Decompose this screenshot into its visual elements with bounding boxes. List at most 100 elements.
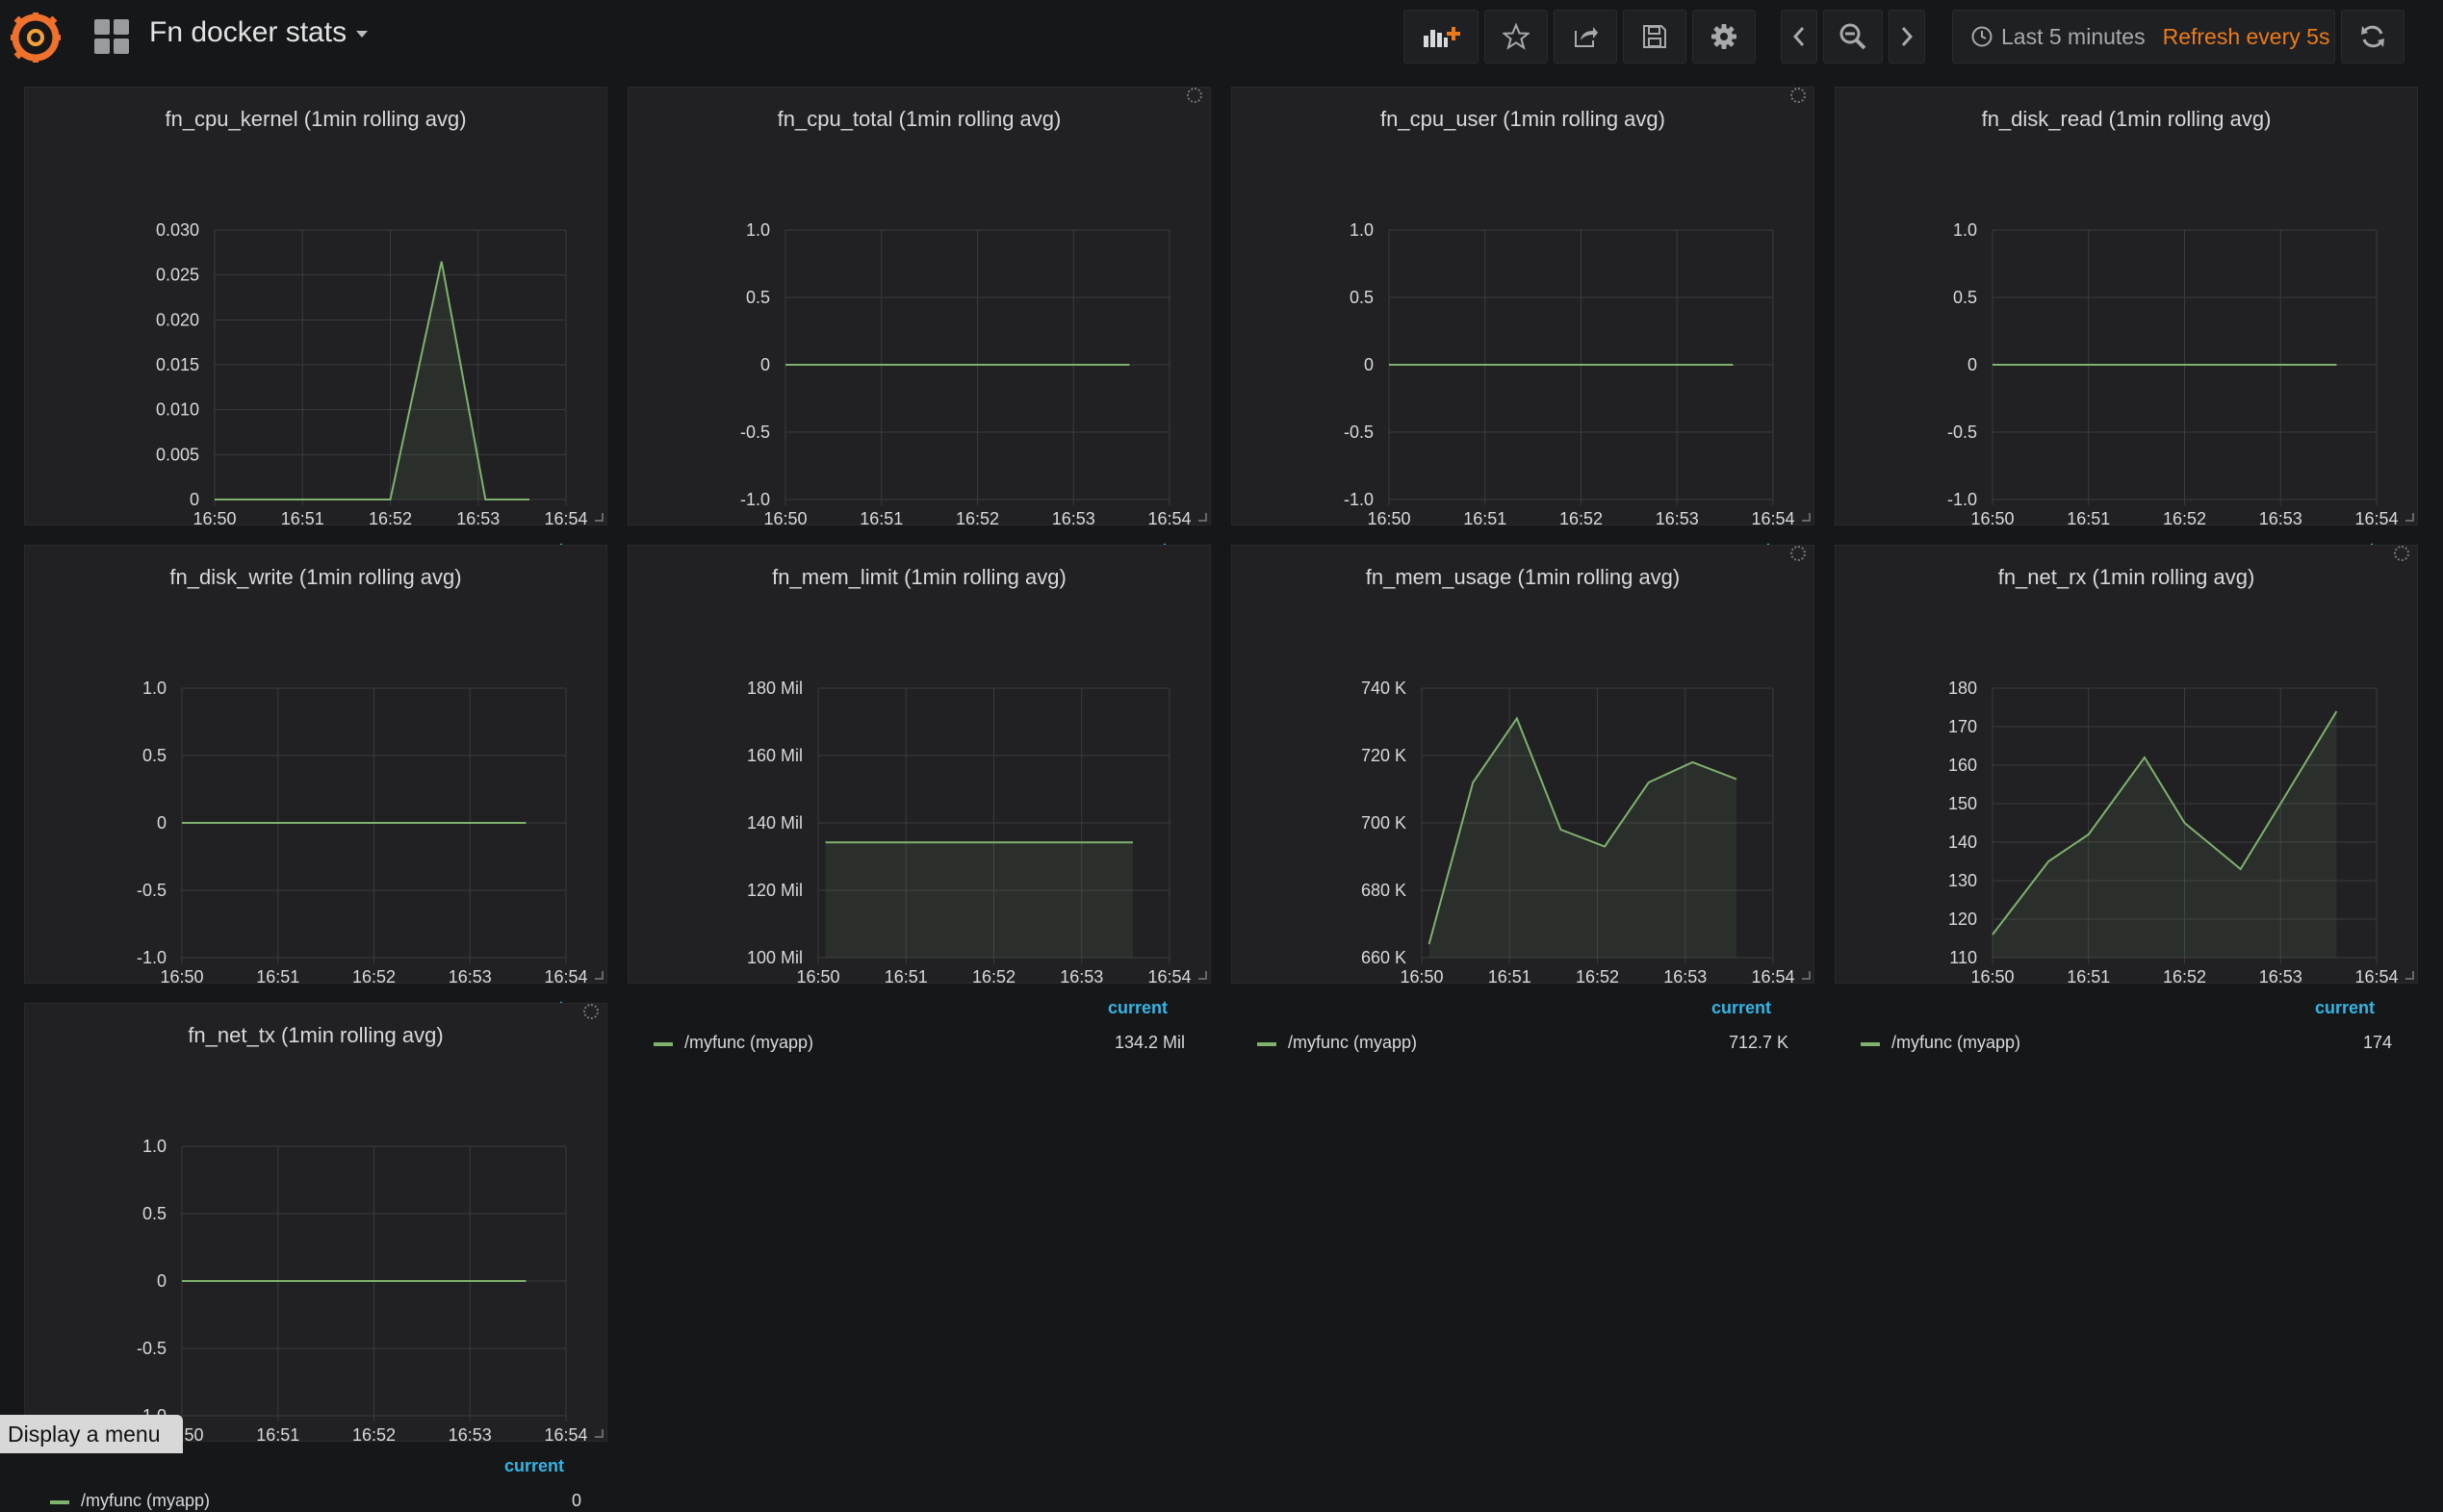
legend-swatch[interactable] (654, 1042, 673, 1046)
legend-header-current[interactable]: current (2314, 998, 2375, 1017)
time-picker-button[interactable]: Last 5 minutes Refresh every 5s (1952, 10, 2335, 64)
caret-down-icon (356, 30, 369, 38)
legend-header-current[interactable]: current (1107, 998, 1168, 1017)
legend-series-name[interactable]: /myfunc (myapp) (684, 1033, 814, 1052)
panel-resize-handle[interactable] (1198, 971, 1207, 980)
panel-title[interactable]: fn_mem_limit (1min rolling avg) (772, 565, 1067, 589)
share-button[interactable] (1554, 10, 1617, 64)
loading-spinner-icon (1790, 546, 1806, 561)
legend-item[interactable]: /myfunc (myapp) 712.7 K (1257, 1033, 1788, 1054)
x-tick-label: 16:53 (1060, 967, 1103, 987)
panel-title[interactable]: fn_net_rx (1min rolling avg) (1997, 565, 2255, 589)
y-tick-label: -0.5 (740, 423, 770, 442)
star-button[interactable] (1484, 10, 1548, 64)
y-tick-label: 700 K (1361, 813, 1406, 833)
settings-button[interactable] (1692, 10, 1756, 64)
graph-panel[interactable]: fn_net_tx (1min rolling avg)-1.0-0.500.5… (24, 1003, 607, 1510)
y-tick-label: 0.5 (142, 746, 167, 765)
panel-resize-handle[interactable] (1802, 971, 1811, 980)
y-tick-label: 1.0 (1953, 220, 1977, 240)
graph-panel[interactable]: fn_mem_usage (1min rolling avg) 660 K 680 … (1231, 545, 1814, 1052)
graph-panel[interactable]: fn_disk_write (1min rolling avg) -1.0 -0.5… (24, 545, 607, 1052)
y-tick-label: 740 K (1361, 679, 1406, 698)
panel-title[interactable]: fn_cpu_total (1min rolling avg) (777, 107, 1062, 131)
time-back-button[interactable] (1781, 10, 1817, 64)
loading-spinner-icon (2394, 546, 2409, 561)
y-tick-label: 0.025 (156, 266, 199, 285)
y-tick-label: 160 (1948, 756, 1977, 775)
x-tick-label: 16:50 (1400, 967, 1443, 987)
y-tick-label: 110 (1949, 948, 1977, 967)
graph-canvas[interactable]: 110 120 130 140 150 160 170 180 16:50 16:51 16:52 1… (1836, 546, 2417, 988)
x-tick-label: 16:51 (885, 967, 928, 987)
graph-canvas[interactable]: 660 K 680 K 700 K 720 K 740 K 16:50 16:51 16:52… (1232, 546, 1813, 988)
series-line[interactable] (215, 261, 529, 500)
y-tick-label: 0 (190, 490, 199, 509)
x-tick-label: 16:51 (256, 1425, 299, 1445)
panel-title[interactable]: fn_net_tx (1min rolling avg) (188, 1023, 444, 1047)
graph-panel[interactable]: fn_disk_read (1min rolling avg) -1.0 -0.5 0… (1835, 87, 2418, 594)
panel-title[interactable]: fn_disk_read (1min rolling avg) (1981, 107, 2272, 131)
save-button[interactable] (1623, 10, 1686, 64)
graph-panel[interactable]: fn_cpu_total (1min rolling avg) -1.0 -0.5 0… (628, 87, 1211, 594)
x-tick-label: 16:50 (1970, 509, 2014, 528)
panel-title[interactable]: fn_cpu_kernel (1min rolling avg) (165, 107, 467, 131)
panel-resize-handle[interactable] (1802, 513, 1811, 522)
display-menu-tooltip: Display a menu (0, 1415, 183, 1453)
panel-resize-handle[interactable] (1198, 513, 1207, 522)
legend-item[interactable]: /myfunc (myapp) 0 (50, 1491, 581, 1512)
y-tick-label: 0.015 (156, 355, 199, 374)
y-tick-label: -1.0 (137, 948, 167, 967)
grafana-logo-icon[interactable] (10, 12, 62, 64)
graph-panel[interactable]: fn_net_rx (1min rolling avg) 110 120 130 140… (1835, 545, 2418, 1052)
legend-swatch[interactable] (50, 1500, 69, 1504)
refresh-button[interactable] (2341, 10, 2404, 64)
legend-header-current[interactable]: current (1710, 998, 1771, 1017)
legend-item[interactable]: /myfunc (myapp) 134.2 Mil (654, 1033, 1185, 1054)
x-tick-label: 16:54 (1751, 509, 1794, 528)
legend-series-name[interactable]: /myfunc (myapp) (81, 1491, 211, 1510)
panel-resize-handle[interactable] (2405, 971, 2414, 980)
dashboard-title[interactable]: Fn docker stats (149, 16, 369, 49)
time-forward-button[interactable] (1889, 10, 1925, 64)
legend-series-name[interactable]: /myfunc (myapp) (1288, 1033, 1418, 1052)
x-tick-label: 16:54 (2354, 967, 2398, 987)
legend-swatch[interactable] (1861, 1042, 1880, 1046)
x-tick-label: 16:51 (281, 509, 324, 528)
y-tick-label: 0.5 (142, 1204, 167, 1223)
legend-item[interactable]: /myfunc (myapp) 174 (1861, 1033, 2392, 1054)
x-tick-label: 16:54 (544, 1425, 587, 1445)
graph-canvas[interactable]: 100 Mil 120 Mil 140 Mil 160 Mil 180 Mil 16:50… (629, 546, 1210, 988)
x-tick-label: 16:51 (860, 509, 903, 528)
panel-resize-handle[interactable] (2405, 513, 2414, 522)
panel-title[interactable]: fn_disk_write (1min rolling avg) (169, 565, 462, 589)
panel-resize-handle[interactable] (595, 513, 604, 522)
x-tick-label: 16:54 (1147, 509, 1191, 528)
panel-title[interactable]: fn_mem_usage (1min rolling avg) (1365, 565, 1681, 589)
legend-series-name[interactable]: /myfunc (myapp) (1891, 1033, 2021, 1052)
panel-resize-handle[interactable] (595, 1429, 604, 1438)
save-icon (1643, 25, 1666, 48)
chevron-right-icon (1901, 27, 1914, 46)
legend-swatch[interactable] (1257, 1042, 1276, 1046)
graph-panel[interactable]: fn_mem_limit (1min rolling avg) 100 Mil 12… (628, 545, 1211, 1052)
graph-panel[interactable]: fn_cpu_kernel (1min rolling avg) 0 0.005 0.… (24, 87, 607, 594)
y-tick-label: 140 Mil (747, 813, 803, 833)
y-tick-label: -1.0 (1344, 490, 1374, 509)
add-panel-button[interactable] (1403, 10, 1479, 64)
graph-panel[interactable]: fn_cpu_user (1min rolling avg) -1.0 -0.5 0 0… (1231, 87, 1814, 594)
panel-title[interactable]: fn_cpu_user (1min rolling avg) (1380, 107, 1665, 131)
panel-resize-handle[interactable] (595, 971, 604, 980)
dashboards-grid-icon[interactable] (94, 19, 129, 54)
legend-header-current[interactable]: current (503, 1456, 564, 1475)
graph-canvas[interactable]: 0 0.005 0.010 0.015 0.020 0.025 0.030 16:50 16:5… (25, 88, 606, 530)
series-line[interactable] (1427, 716, 1737, 945)
series-line[interactable] (1992, 710, 2338, 935)
y-tick-label: -0.5 (137, 1339, 167, 1358)
zoom-out-button[interactable] (1823, 10, 1883, 64)
